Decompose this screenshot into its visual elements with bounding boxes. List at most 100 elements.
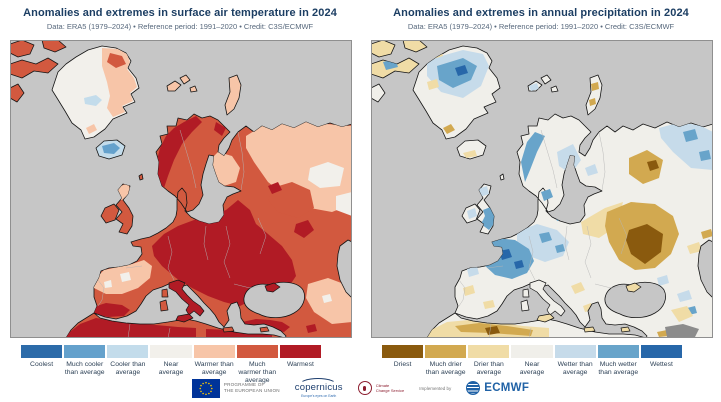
region-cyprus: [620, 326, 631, 333]
legend-label-temperature-4: Warmer than average: [194, 361, 234, 377]
copernicus-tagline: Europe's eyes on Earth: [301, 393, 337, 398]
legend-label-temperature-5: Much warmer than average: [238, 361, 277, 385]
legend-swatch-temperature-3: [150, 345, 192, 358]
region-crete: [583, 326, 596, 333]
c3s-label-line1: Climate: [375, 382, 390, 388]
patch-p_ice_c2: [463, 150, 477, 158]
copernicus-arc-icon: [298, 378, 337, 392]
legend-swatch-precipitation-5: [597, 345, 639, 358]
region-canada4: [10, 83, 25, 103]
legend-swatch-precipitation-2: [468, 345, 510, 358]
region-corsica: [522, 288, 530, 298]
patch-p_ne_c5a: [683, 129, 698, 142]
legend-swatch-precipitation-6: [640, 345, 682, 358]
region-sardinia: [159, 299, 169, 312]
eu-programme-label-line2: THE EUROPEAN UNION: [223, 388, 280, 393]
patch-t_scand_c6: [156, 116, 202, 188]
patch-t_ne_russia: [246, 120, 352, 212]
ecmwf-globe-icon: [466, 381, 481, 395]
patch-p_de_c5: [555, 244, 565, 253]
region-crete: [222, 326, 235, 333]
implemented-by-label: Implemented by: [419, 385, 452, 391]
temperature-panel: Anomalies and extremes in surface air te…: [0, 0, 360, 402]
legend-swatch-precipitation-3: [511, 345, 553, 358]
legend-swatch-temperature-5: [236, 345, 278, 358]
patch-p_gr_c2a: [571, 282, 585, 294]
eu-programme-label: PROGRAMME OF THE EUROPEAN UNION: [224, 382, 280, 394]
legend-label-precipitation-6: Wettest: [649, 361, 673, 368]
patch-p_tr_c4b: [677, 290, 692, 302]
patch-p_me_c2: [671, 306, 693, 322]
legend-label-temperature-3: Near average: [158, 361, 184, 377]
region-crimea: [264, 282, 281, 293]
patch-p_ne_c4: [659, 122, 713, 170]
patch-t_rus_c6a: [268, 182, 282, 194]
temperature-legend-swatches: [21, 345, 321, 358]
patch-t_gl_c5: [107, 53, 126, 68]
legend-label-precipitation-4: Wetter than average: [557, 361, 593, 377]
patch-p_ib_c4: [467, 266, 479, 277]
legend-label-temperature-0: Coolest: [30, 361, 54, 368]
patch-p_nz_c1b: [589, 98, 596, 106]
precipitation-legend-swatches: [382, 345, 682, 358]
patch-p_nodata: [665, 324, 699, 337]
patch-p_ib_c2b: [483, 300, 495, 309]
patch-t_fr_w1: [120, 272, 131, 282]
region-sicily: [536, 313, 555, 323]
region-svalbard2: [540, 74, 552, 85]
region-italy: [168, 279, 205, 317]
legend-swatch-temperature-1: [64, 345, 106, 358]
legend-label-precipitation-0: Driest: [393, 361, 412, 368]
temperature-map-svg: [10, 40, 352, 338]
precipitation-legend-labels: Driest Much drier than average Drier than …: [382, 361, 682, 377]
region-crimea: [625, 282, 642, 293]
patch-t_ice_c1: [102, 143, 120, 154]
country-borders: [97, 129, 267, 338]
legend-swatch-precipitation-0: [382, 345, 424, 358]
patch-p_tr_c4a: [657, 275, 669, 286]
patch-p_gl_c6a: [455, 65, 468, 76]
region-canada1: [371, 40, 396, 58]
patch-t_sp_c6: [90, 303, 130, 317]
region-shetland: [138, 173, 144, 181]
patch-t_white_ne2: [336, 192, 352, 216]
eu-programme-logo: PROGRAMME OF THE EUROPEAN UNION: [191, 378, 280, 398]
sea-caspian: [697, 239, 713, 299]
legend-label-temperature-1: Much cooler than average: [64, 361, 105, 377]
c3s-label-line2: Change Service: [375, 388, 405, 393]
logo-bar: PROGRAMME OF THE EUROPEAN UNION copernic…: [0, 376, 721, 400]
eu-flag-stars: [199, 381, 213, 395]
region-canada1: [10, 40, 35, 58]
patch-p_no_c5: [521, 132, 545, 182]
map-frame: [371, 40, 713, 338]
legend-swatch-precipitation-4: [554, 345, 596, 358]
anomaly-patches: [383, 49, 713, 338]
temperature-panel-title: Anomalies and extremes in surface air te…: [23, 7, 337, 19]
legend-swatch-precipitation-1: [425, 345, 467, 358]
patch-p_na_c0: [485, 326, 500, 335]
sea-black_sea: [243, 281, 305, 319]
patch-t_gl_c2: [84, 95, 102, 106]
patch-p_nz_c1a: [591, 82, 599, 91]
temperature-legend: Coolest Much cooler than average Cooler th…: [21, 345, 321, 385]
patch-p_ie_c4: [467, 208, 477, 219]
ecmwf-logo: ECMWF: [466, 381, 529, 395]
patch-p_ua_c0: [626, 224, 663, 264]
patch-p_fi_c4: [585, 164, 598, 176]
legend-swatch-temperature-0: [21, 345, 63, 358]
region-sicily: [175, 313, 194, 323]
eu-flag-icon: [191, 378, 220, 398]
region-sardinia: [520, 299, 530, 312]
region-canada2: [402, 40, 428, 53]
c3s-label: Climate Change Service: [376, 383, 404, 393]
region-canada2: [41, 40, 67, 53]
region-cyprus: [259, 326, 270, 333]
temperature-legend-labels: Coolest Much cooler than average Cooler th…: [21, 361, 321, 385]
patch-p_casp_c1: [701, 229, 713, 239]
patch-p_gl_c1: [443, 124, 455, 134]
region-italy: [529, 279, 566, 317]
sea-caspian: [336, 239, 352, 299]
patch-p_sval_c4: [529, 83, 539, 91]
mediterranean-lands: [520, 279, 642, 333]
